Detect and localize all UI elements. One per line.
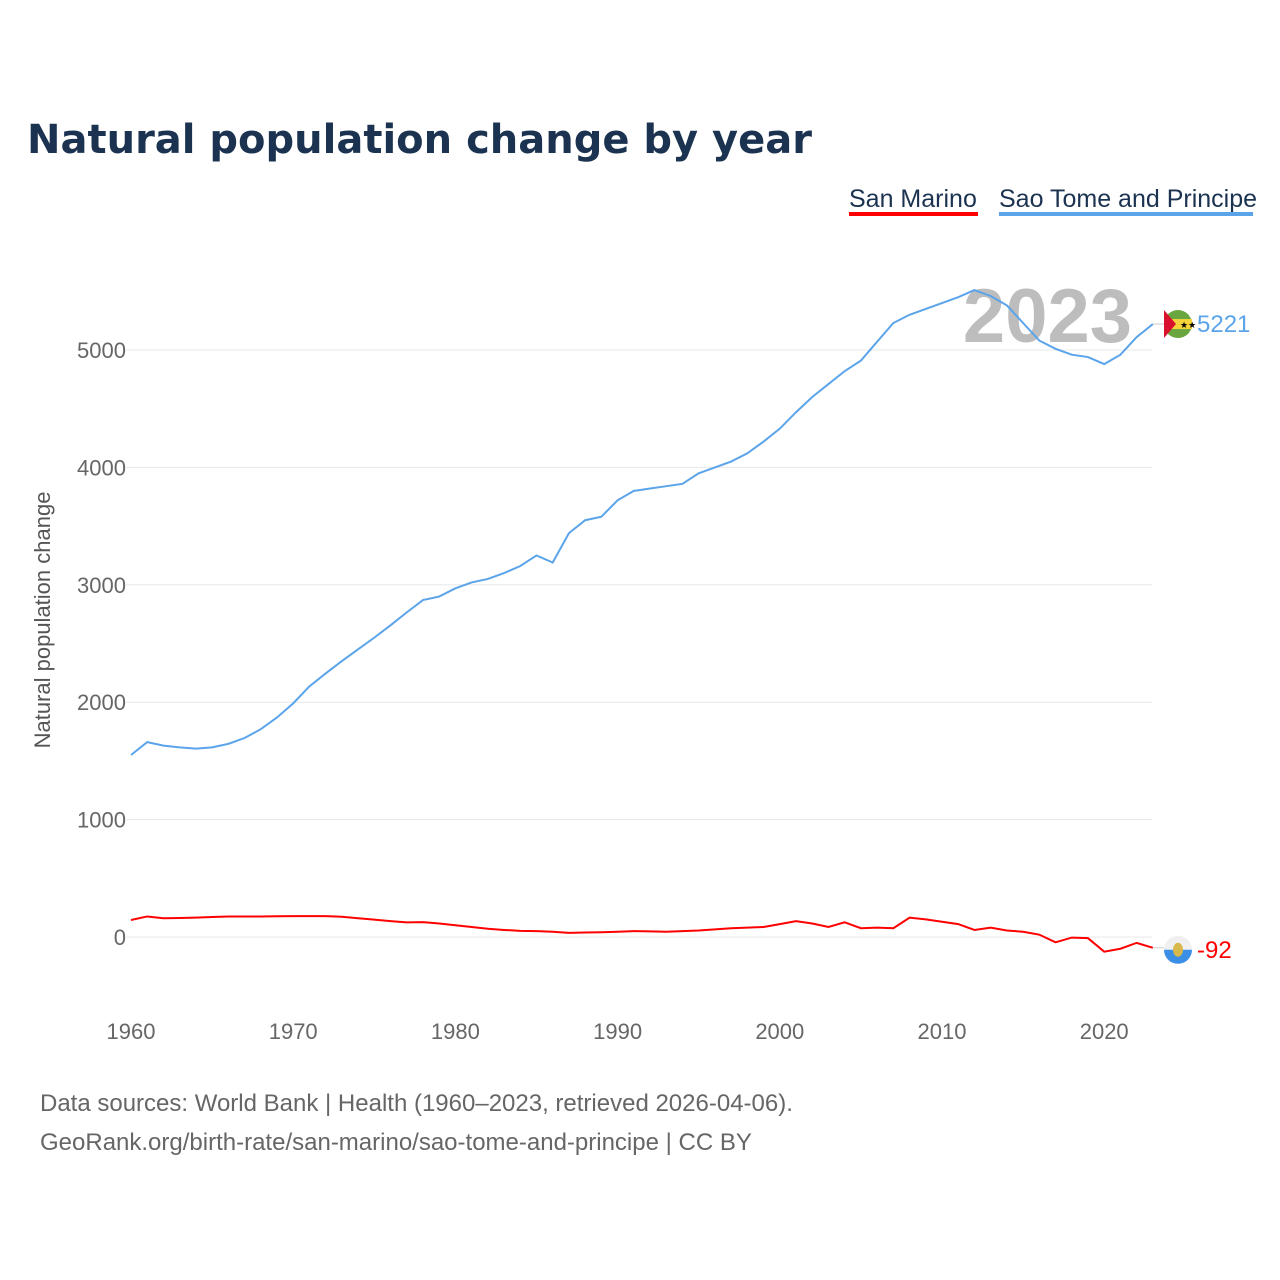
san-marino-flag-icon [1164, 935, 1192, 964]
year-watermark: 2023 [963, 274, 1132, 359]
legend-label[interactable]: San Marino [849, 185, 977, 213]
source-line-2[interactable]: GeoRank.org/birth-rate/san-marino/sao-to… [40, 1129, 752, 1156]
legend-item[interactable]: San Marino [849, 185, 978, 216]
legend-item[interactable]: Sao Tome and Principe [999, 185, 1257, 216]
end-value-label: -92 [1197, 937, 1232, 964]
x-tick-label: 1960 [107, 1019, 156, 1044]
y-tick-label: 4000 [77, 455, 126, 480]
source-line-1: Data sources: World Bank | Health (1960–… [40, 1090, 793, 1117]
chart-title: Natural population change by year [27, 117, 812, 163]
y-tick-label: 2000 [77, 690, 126, 715]
y-tick-label: 3000 [77, 573, 126, 598]
series-line [130, 289, 1154, 756]
x-tick-label: 1980 [431, 1019, 480, 1044]
end-value-label: 5221 [1197, 311, 1250, 338]
y-axis-label: Natural population change [30, 492, 55, 749]
y-tick-label: 5000 [77, 338, 126, 363]
legend-swatch [999, 212, 1253, 216]
legend-swatch [849, 212, 978, 216]
x-tick-label: 1970 [269, 1019, 318, 1044]
x-tick-label: 1990 [593, 1019, 642, 1044]
x-tick-label: 2010 [918, 1019, 967, 1044]
y-tick-label: 1000 [77, 808, 126, 833]
series-line [130, 915, 1154, 953]
y-tick-label: 0 [114, 925, 126, 950]
x-tick-label: 2020 [1080, 1019, 1129, 1044]
svg-text:★★: ★★ [1180, 320, 1196, 330]
legend-label[interactable]: Sao Tome and Principe [999, 185, 1257, 213]
sao-tome-flag-icon: ★★ [1164, 310, 1196, 339]
x-tick-label: 2000 [755, 1019, 804, 1044]
